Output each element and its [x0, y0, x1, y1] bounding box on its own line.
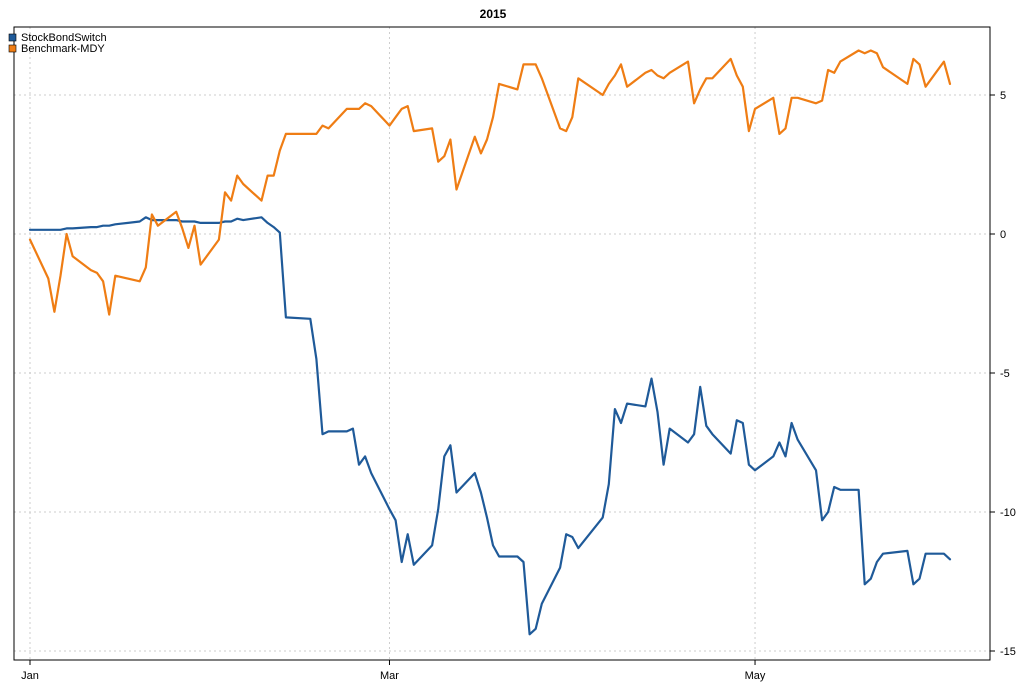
y-tick-label: -15: [1000, 646, 1016, 658]
y-tick-label: 5: [1000, 90, 1006, 102]
legend-swatch-stockbondswitch: [8, 33, 17, 42]
legend-swatch-benchmark-mdy: [8, 44, 17, 53]
legend-label-benchmark-mdy: Benchmark-MDY: [21, 43, 105, 55]
legend-label-stockbondswitch: StockBondSwitch: [21, 32, 107, 44]
axis-layer: 5 0 -5 -10 -15 Jan Mar May: [21, 90, 1016, 682]
grid-layer: [14, 27, 990, 660]
y-tick-label: 0: [1000, 229, 1006, 241]
y-tick-label: -5: [1000, 368, 1010, 380]
chart-title: 2015: [480, 7, 507, 21]
series-line-benchmark-mdy: [28, 49, 952, 316]
x-tick-label: May: [745, 670, 766, 682]
y-tick-label: -10: [1000, 507, 1016, 519]
series-line-stockbondswitch: [28, 216, 952, 636]
plot-frame: [13, 26, 991, 661]
series-layer: [28, 49, 952, 636]
x-tick-label: Jan: [21, 670, 39, 682]
x-tick-label: Mar: [380, 670, 399, 682]
legend: StockBondSwitch Benchmark-MDY: [8, 32, 107, 55]
